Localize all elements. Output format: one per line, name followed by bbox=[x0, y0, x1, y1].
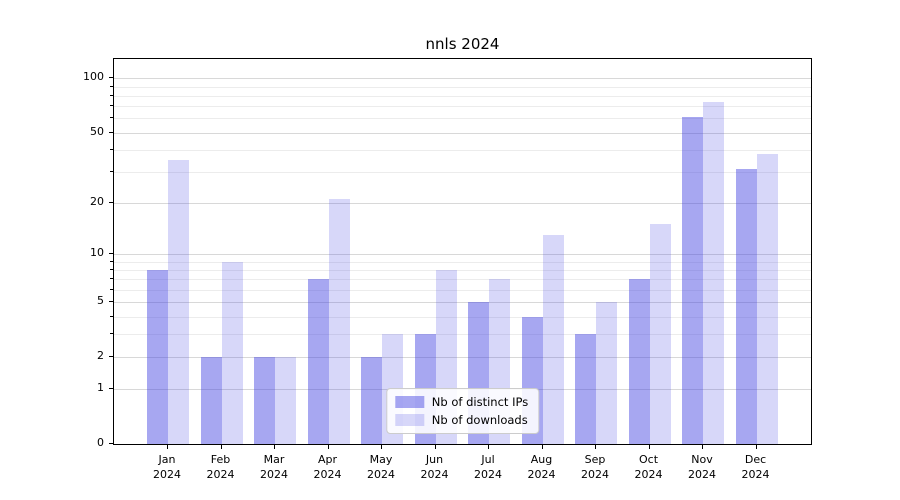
y-tick-mark-10 bbox=[109, 253, 113, 254]
x-tick-label-apr: Apr 2024 bbox=[313, 453, 342, 481]
bar-oct-2024-nb-of-distinct-ips bbox=[628, 279, 650, 444]
gridline-minor-40 bbox=[114, 149, 811, 151]
x-tick-label-oct: Oct 2024 bbox=[634, 453, 663, 481]
bar-nov-2024-nb-of-distinct-ips bbox=[682, 117, 703, 444]
legend-label-nb-of-distinct-ips: Nb of distinct IPs bbox=[431, 395, 529, 409]
bar-aug-2024-nb-of-downloads bbox=[542, 234, 564, 444]
bar-nov-2024-nb-of-downloads bbox=[703, 102, 724, 444]
x-tick-label-feb: Feb 2024 bbox=[206, 453, 235, 481]
bar-apr-2024-nb-of-downloads bbox=[328, 199, 350, 444]
y-minor-tick-mark-6 bbox=[110, 288, 113, 290]
bar-mar-2024-nb-of-downloads bbox=[275, 357, 296, 444]
bar-sep-2024-nb-of-distinct-ips bbox=[575, 334, 596, 444]
gridline-major-2 bbox=[114, 357, 811, 358]
x-tick-label-nov: Nov 2024 bbox=[688, 453, 716, 481]
x-tick-mark-nov bbox=[702, 445, 703, 449]
x-tick-mark-aug bbox=[541, 445, 543, 449]
x-tick-mark-jun bbox=[434, 445, 436, 449]
y-tick-mark-5 bbox=[109, 301, 113, 303]
gridline-minor-60 bbox=[114, 118, 811, 120]
bar-jan-2024-nb-of-downloads bbox=[168, 160, 189, 444]
x-tick-mark-oct bbox=[648, 445, 650, 449]
bar-feb-2024-nb-of-distinct-ips bbox=[200, 357, 222, 444]
x-tick-mark-apr bbox=[327, 445, 329, 449]
gridline-minor-7 bbox=[114, 279, 811, 281]
x-tick-mark-feb bbox=[220, 445, 222, 449]
legend: Nb of distinct IPs Nb of downloads bbox=[385, 388, 540, 434]
x-tick-mark-jan bbox=[167, 445, 168, 449]
bar-oct-2024-nb-of-downloads bbox=[649, 224, 671, 444]
x-tick-label-mar: Mar 2024 bbox=[260, 453, 288, 481]
gridline-minor-90 bbox=[114, 86, 811, 88]
legend-row-nb-of-distinct-ips: Nb of distinct IPs bbox=[394, 395, 529, 409]
y-tick-mark-20 bbox=[109, 201, 113, 203]
y-tick-label-20: 20 bbox=[90, 194, 104, 208]
y-tick-mark-1 bbox=[109, 388, 113, 390]
x-tick-mark-may bbox=[381, 445, 382, 449]
gridline-minor-3 bbox=[114, 334, 811, 336]
x-tick-mark-sep bbox=[595, 445, 596, 449]
gridline-major-50 bbox=[114, 132, 811, 134]
bar-apr-2024-nb-of-distinct-ips bbox=[307, 279, 329, 444]
gridline-major-10 bbox=[114, 254, 811, 255]
legend-swatch-nb-of-distinct-ips bbox=[394, 396, 424, 408]
y-minor-tick-mark-70 bbox=[110, 105, 113, 107]
gridline-minor-80 bbox=[114, 95, 811, 97]
y-minor-tick-mark-30 bbox=[110, 171, 113, 172]
y-minor-tick-mark-90 bbox=[110, 85, 113, 87]
gridline-minor-4 bbox=[114, 316, 811, 318]
x-tick-label-may: May 2024 bbox=[367, 453, 395, 481]
y-tick-mark-2 bbox=[109, 356, 113, 357]
x-tick-label-jun: Jun 2024 bbox=[420, 453, 449, 481]
plot-area: Nb of distinct IPs Nb of downloads bbox=[113, 58, 812, 445]
x-tick-label-aug: Aug 2024 bbox=[527, 453, 556, 481]
bar-sep-2024-nb-of-downloads bbox=[596, 302, 617, 444]
x-tick-mark-dec bbox=[755, 445, 757, 449]
gridline-minor-6 bbox=[114, 289, 811, 291]
y-tick-mark-50 bbox=[109, 131, 113, 133]
x-tick-mark-jul bbox=[488, 445, 489, 449]
y-minor-tick-mark-3 bbox=[110, 333, 113, 335]
y-tick-label-5: 5 bbox=[97, 294, 104, 308]
legend-label-nb-of-downloads: Nb of downloads bbox=[431, 413, 528, 427]
y-tick-label-50: 50 bbox=[90, 124, 104, 138]
y-tick-label-2: 2 bbox=[97, 349, 104, 362]
x-tick-mark-mar bbox=[274, 445, 275, 449]
y-minor-tick-mark-9 bbox=[110, 260, 113, 262]
y-minor-tick-mark-8 bbox=[110, 268, 113, 270]
gridline-minor-8 bbox=[114, 269, 811, 271]
y-minor-tick-mark-40 bbox=[110, 148, 113, 150]
y-minor-tick-mark-80 bbox=[110, 94, 113, 96]
y-tick-label-1: 1 bbox=[97, 381, 104, 395]
bar-dec-2024-nb-of-downloads bbox=[756, 153, 778, 444]
chart-title: nnls 2024 bbox=[425, 35, 500, 53]
gridline-minor-70 bbox=[114, 106, 811, 108]
y-tick-label-0: 0 bbox=[97, 436, 104, 449]
gridline-minor-9 bbox=[114, 261, 811, 263]
gridline-major-100 bbox=[114, 78, 811, 80]
y-tick-label-100: 100 bbox=[83, 70, 104, 84]
y-minor-tick-mark-4 bbox=[110, 315, 113, 317]
bar-mar-2024-nb-of-distinct-ips bbox=[254, 357, 275, 444]
x-tick-label-jan: Jan 2024 bbox=[153, 453, 181, 481]
y-minor-tick-mark-7 bbox=[110, 278, 113, 280]
x-tick-label-jul: Jul 2024 bbox=[474, 453, 502, 481]
legend-swatch-nb-of-downloads bbox=[394, 414, 424, 426]
bar-feb-2024-nb-of-downloads bbox=[221, 261, 243, 444]
legend-row-nb-of-downloads: Nb of downloads bbox=[394, 413, 528, 427]
bar-dec-2024-nb-of-distinct-ips bbox=[735, 169, 757, 444]
y-minor-tick-mark-60 bbox=[110, 117, 113, 119]
gridline-major-5 bbox=[114, 302, 811, 304]
y-tick-label-10: 10 bbox=[90, 246, 104, 259]
bar-jan-2024-nb-of-distinct-ips bbox=[147, 269, 168, 444]
y-tick-mark-100 bbox=[109, 77, 113, 79]
bar-may-2024-nb-of-distinct-ips bbox=[361, 357, 382, 444]
gridline-minor-30 bbox=[114, 172, 811, 173]
x-tick-label-dec: Dec 2024 bbox=[741, 453, 770, 481]
x-tick-label-sep: Sep 2024 bbox=[581, 453, 609, 481]
gridline-major-20 bbox=[114, 202, 811, 204]
y-tick-mark-0 bbox=[109, 443, 113, 444]
